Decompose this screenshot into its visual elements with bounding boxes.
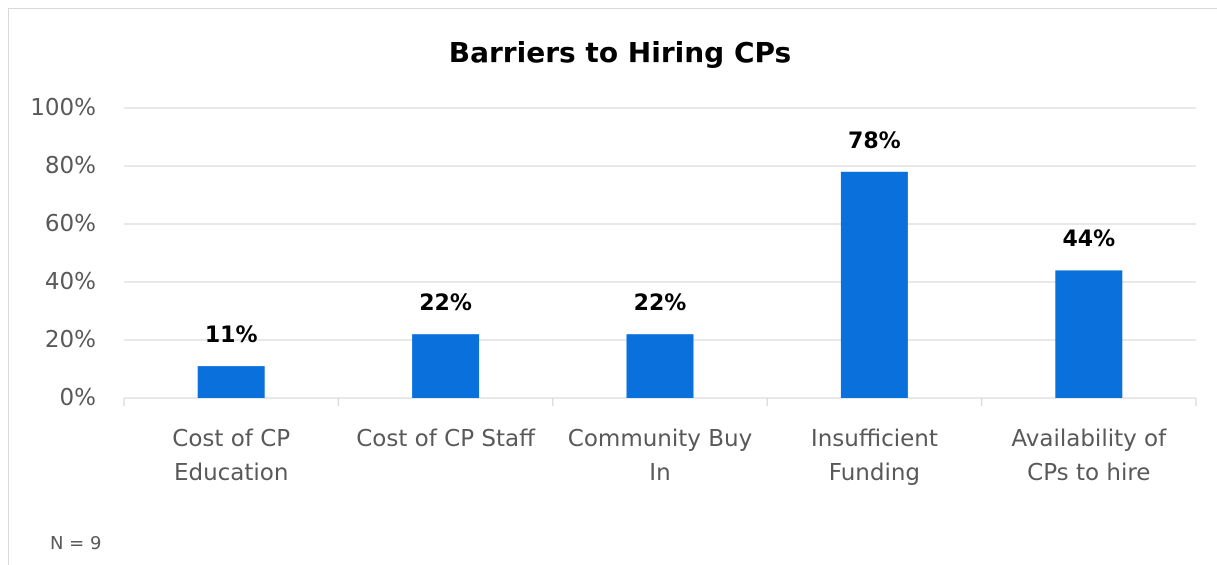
bar	[1055, 270, 1123, 398]
y-tick-label: 20%	[44, 327, 96, 353]
data-label: 22%	[633, 291, 687, 317]
data-label: 44%	[1062, 227, 1116, 253]
data-label: 22%	[419, 291, 472, 317]
data-label: 78%	[848, 128, 901, 154]
chart-title: Barriers to Hiring CPs	[448, 36, 792, 69]
y-tick-label: 100%	[30, 95, 96, 121]
x-tick-label: Availability of CPs to hire	[1011, 426, 1167, 486]
bar	[412, 334, 480, 398]
y-tick-label: 0%	[59, 385, 97, 411]
x-tick-label: Cost of CP Education	[172, 426, 291, 486]
y-tick-label: 60%	[44, 211, 96, 237]
bar	[197, 366, 265, 398]
data-label: 11%	[204, 323, 258, 349]
annotation: N = 9	[50, 533, 102, 554]
bar	[626, 334, 694, 398]
x-tick-label: Insufficient Funding	[810, 426, 938, 486]
y-tick-label: 80%	[44, 153, 96, 179]
bar	[840, 171, 908, 398]
x-tick-label: Cost of CP Staff	[356, 426, 535, 452]
y-tick-label: 40%	[44, 269, 96, 295]
x-tick-label: Community Buy In	[567, 426, 753, 486]
